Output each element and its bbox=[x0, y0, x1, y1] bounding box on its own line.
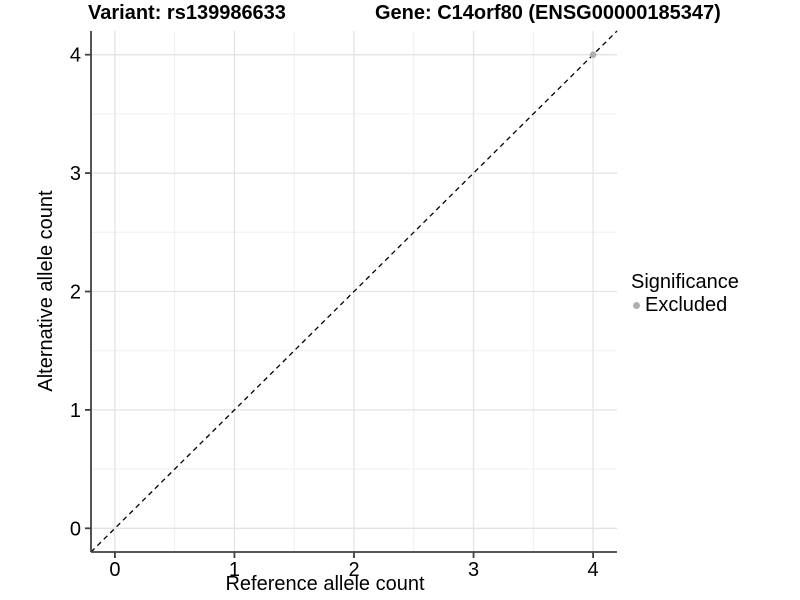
x-tick-label: 1 bbox=[229, 559, 240, 581]
y-tick-label: 4 bbox=[70, 45, 81, 67]
legend: Significance Excluded bbox=[631, 271, 739, 317]
legend-title: Significance bbox=[631, 271, 739, 293]
x-tick-label: 4 bbox=[588, 559, 599, 581]
x-tick-label: 0 bbox=[109, 559, 120, 581]
legend-item-excluded: Excluded bbox=[631, 294, 739, 317]
x-axis-title: Reference allele count bbox=[225, 573, 425, 595]
data-point bbox=[589, 51, 597, 58]
y-tick-label: 0 bbox=[70, 518, 81, 540]
x-tick-label: 2 bbox=[348, 559, 359, 581]
y-axis-title: Alternative allele count bbox=[35, 190, 57, 392]
y-tick-label: 2 bbox=[70, 282, 81, 304]
variant-title: Variant: rs139986633 bbox=[88, 2, 286, 24]
y-tick-label: 1 bbox=[70, 400, 81, 422]
excluded-point-icon bbox=[633, 302, 640, 309]
x-tick-label: 3 bbox=[468, 559, 479, 581]
gene-title: Gene: C14orf80 (ENSG00000185347) bbox=[375, 2, 721, 24]
identity-dashed-line bbox=[90, 30, 618, 553]
legend-item-label: Excluded bbox=[645, 294, 728, 316]
y-tick-label: 3 bbox=[70, 163, 81, 185]
